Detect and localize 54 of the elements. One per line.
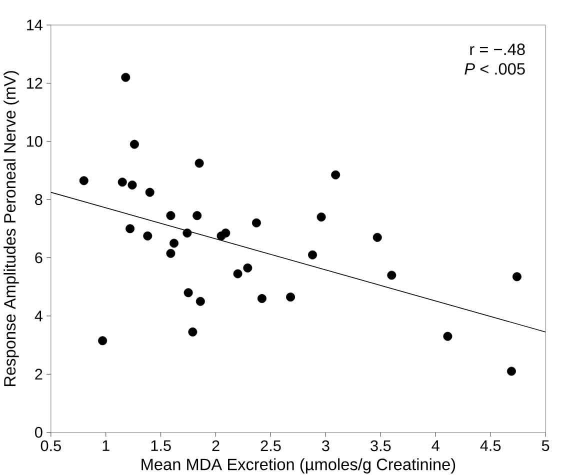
- point: [143, 232, 152, 241]
- x-tick-label: 3: [322, 440, 330, 452]
- x-tick-label: 2: [212, 440, 220, 452]
- x-tick-label: 2.5: [260, 440, 281, 452]
- annotation: r = −.48: [470, 44, 525, 56]
- point: [252, 218, 261, 228]
- y-tick-label: 2: [35, 369, 42, 380]
- point: [128, 180, 137, 190]
- point: [387, 270, 396, 280]
- point: [126, 224, 135, 234]
- point: [512, 272, 522, 282]
- y-tick-label: 12: [27, 78, 42, 89]
- point: [316, 212, 326, 222]
- x-tick-label: 5: [542, 440, 550, 452]
- point: [192, 211, 202, 220]
- point: [188, 328, 198, 337]
- y-tick-label: 6: [35, 252, 42, 264]
- point: [243, 264, 252, 273]
- point: [121, 73, 130, 82]
- point: [221, 228, 230, 238]
- point: [166, 249, 176, 258]
- point: [145, 188, 154, 198]
- annotation: P < .005: [464, 63, 525, 75]
- y-tick-label: 0: [35, 427, 42, 438]
- x-tick-label: 3.5: [370, 440, 391, 452]
- point: [506, 366, 516, 376]
- point: [98, 336, 108, 346]
- point: [233, 270, 242, 279]
- point: [130, 140, 139, 150]
- point: [166, 211, 176, 220]
- x-tick-label: 1.5: [151, 440, 171, 452]
- point: [194, 158, 204, 168]
- y-axis-title: Response Amplitudes Peroneal Nerve (mV): [4, 71, 19, 386]
- x-tick-label: 0.5: [40, 440, 61, 452]
- x-tick-label: 1: [102, 440, 110, 452]
- point: [79, 176, 88, 186]
- point: [196, 297, 205, 306]
- y-tick-label: 14: [27, 20, 42, 31]
- point: [331, 170, 340, 180]
- y-tick-label: 8: [35, 194, 42, 206]
- y-tick-label: 4: [34, 310, 42, 322]
- point: [184, 288, 193, 298]
- y-tick-label: 10: [27, 136, 42, 148]
- point: [308, 250, 318, 260]
- x-tick-label: 4: [432, 440, 440, 452]
- point: [170, 238, 179, 248]
- x-axis-title: Mean MDA Excretion (µmoles/g Creatinine): [142, 458, 456, 474]
- point: [286, 292, 296, 302]
- point: [182, 228, 192, 238]
- point: [118, 178, 127, 187]
- point: [372, 233, 382, 242]
- point: [443, 332, 452, 342]
- point: [257, 294, 266, 304]
- x-tick-label: 4.5: [480, 440, 501, 452]
